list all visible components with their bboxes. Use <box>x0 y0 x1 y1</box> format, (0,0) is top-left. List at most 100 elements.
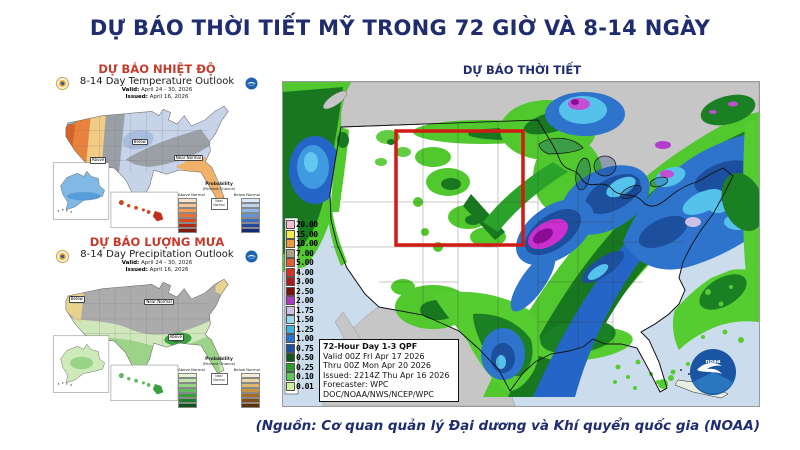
qpf-legend-value: 10.00 <box>296 239 318 249</box>
qpf-legend-row: 0.75 <box>286 343 318 354</box>
qpf-legend-value: 1.75 <box>296 305 314 315</box>
below-color-strip <box>241 198 260 233</box>
qpf-legend-row: 7.00 <box>286 248 318 259</box>
qpf-legend-chip <box>286 372 295 382</box>
precip-label-near: Near Normal <box>144 298 174 306</box>
precipitation-map-svg <box>52 278 229 402</box>
qpf-map: 20.00 15.00 10.00 7.00 5.00 4.00 <box>282 81 760 407</box>
qpf-color-scale: 20.00 15.00 10.00 7.00 5.00 4.00 <box>286 220 318 391</box>
noaa-logo-icon <box>245 77 258 90</box>
precipitation-valid-line: Valid: April 24 - 30, 2026 <box>48 260 266 267</box>
commerce-seal-icon <box>56 77 69 90</box>
qpf-legend-chip <box>286 286 295 296</box>
precipitation-panel-title: DỰ BÁO LƯỢNG MƯA <box>89 235 225 249</box>
precip-label-below: Below <box>68 296 85 303</box>
qpf-legend-row: 20.00 <box>286 220 318 230</box>
qpf-legend-row: 0.25 <box>286 362 318 373</box>
temperature-valid-line: Valid: April 24 - 30, 2026 <box>48 87 266 94</box>
qpf-info-issued: Issued: 2214Z Thu Apr 16 2026 <box>323 370 450 380</box>
temperature-legend: Probability (Percent Chance) Above Norma… <box>178 182 260 233</box>
qpf-legend-value: 0.50 <box>296 353 314 363</box>
legend-title: Probability <box>205 357 233 363</box>
valid-label: Valid: <box>121 87 140 93</box>
qpf-legend-chip <box>286 362 295 372</box>
temperature-map: Above Below Near Normal <box>52 102 262 234</box>
qpf-legend-chip <box>286 324 295 334</box>
qpf-legend-row: 1.50 <box>286 315 318 325</box>
qpf-legend-value: 0.25 <box>296 362 314 372</box>
qpf-legend-row: 1.75 <box>286 305 318 316</box>
qpf-legend-chip <box>286 305 295 315</box>
legend-title: Probability <box>205 182 233 188</box>
above-color-strip <box>178 198 197 233</box>
precipitation-issued-line: Issued: April 16, 2026 <box>48 267 266 274</box>
qpf-legend-value: 0.10 <box>296 372 314 382</box>
legend-below-label: Below Normal <box>233 366 260 372</box>
qpf-legend-value: 2.00 <box>296 296 314 306</box>
valid-value: April 24 - 30, 2026 <box>141 260 193 266</box>
issued-value: April 16, 2026 <box>149 266 189 273</box>
qpf-panel-title: DỰ BÁO THỜI TIẾT <box>462 63 582 77</box>
qpf-legend-chip <box>286 315 295 325</box>
qpf-legend-row: 0.10 <box>286 372 318 382</box>
qpf-legend-chip <box>286 248 295 258</box>
qpf-info-agency: DOC/NOAA/NWS/NCEP/WPC <box>323 389 434 399</box>
noaa-logo-icon <box>245 250 258 263</box>
qpf-legend-value: 20.00 <box>296 220 318 230</box>
qpf-legend-row: 4.00 <box>286 267 318 278</box>
temperature-panel-title: DỰ BÁO NHIỆT ĐỘ <box>98 62 216 76</box>
qpf-legend-row: 3.00 <box>286 277 318 287</box>
qpf-legend-value: 0.01 <box>296 381 314 391</box>
highlight-region-box <box>394 129 525 247</box>
qpf-legend-row: 1.00 <box>286 334 318 344</box>
qpf-legend-value: 3.00 <box>296 277 314 287</box>
above-color-strip <box>178 373 197 408</box>
temperature-issued-line: Issued: April 16, 2026 <box>48 94 266 101</box>
slide-title: DỰ BÁO THỜI TIẾT MỸ TRONG 72 GIỜ VÀ 8-14… <box>89 16 711 40</box>
qpf-legend-chip <box>286 258 295 268</box>
commerce-seal-icon <box>56 250 69 263</box>
qpf-legend-chip <box>286 334 295 344</box>
qpf-legend-chip <box>286 343 295 353</box>
qpf-legend-value: 4.00 <box>296 267 314 277</box>
qpf-legend-row: 5.00 <box>286 258 318 268</box>
qpf-legend-value: 2.50 <box>296 286 314 296</box>
noaa-logo-text: noaa <box>705 359 720 365</box>
temp-label-below: Below <box>131 138 148 146</box>
temp-label-near: Near Normal <box>173 154 204 162</box>
below-color-strip <box>241 373 260 408</box>
qpf-legend-chip <box>286 381 295 391</box>
qpf-legend-chip <box>286 296 295 306</box>
temp-label-above: Above <box>89 157 107 164</box>
issued-label: Issued: <box>125 93 148 100</box>
qpf-legend-chip <box>286 229 295 239</box>
temperature-map-svg <box>52 105 229 229</box>
qpf-legend-chip <box>286 239 295 249</box>
qpf-legend-row: 1.25 <box>286 324 318 335</box>
qpf-legend-row: 0.01 <box>286 381 318 392</box>
precipitation-map: Below Near Normal Above <box>52 275 262 407</box>
valid-label: Valid: <box>121 260 140 266</box>
qpf-legend-value: 1.25 <box>296 324 314 334</box>
qpf-info-valid: Valid 00Z Fri Apr 17 2026 <box>323 351 425 361</box>
qpf-panel: DỰ BÁO THỜI TIẾT <box>282 63 762 407</box>
qpf-legend-row: 2.00 <box>286 296 318 306</box>
source-caption: (Nguồn: Cơ quan quản lý Đại dương và Khí… <box>255 418 760 434</box>
legend-near-box: Near Normal <box>210 373 228 385</box>
legend-above-label: Above Normal <box>178 191 205 197</box>
qpf-legend-value: 0.75 <box>296 343 314 353</box>
precip-label-above: Above <box>167 334 185 341</box>
qpf-info-title: 72-Hour Day 1-3 QPF <box>323 342 418 351</box>
qpf-legend-value: 1.00 <box>296 334 314 344</box>
qpf-legend-value: 1.50 <box>296 315 314 325</box>
qpf-legend-chip <box>286 353 295 363</box>
noaa-logo-large-icon: noaa <box>690 349 736 395</box>
legend-subtitle: (Percent Chance) <box>202 361 236 367</box>
qpf-info-forecaster: Forecaster: WPC <box>323 380 389 389</box>
temperature-panel-subtitle: 8-14 Day Temperature Outlook <box>79 76 235 87</box>
qpf-legend-row: 15.00 <box>286 229 318 240</box>
legend-below-label: Below Normal <box>233 191 260 197</box>
precipitation-legend: Probability (Percent Chance) Above Norma… <box>178 357 260 408</box>
precipitation-panel-subtitle: 8-14 Day Precipitation Outlook <box>80 249 234 260</box>
